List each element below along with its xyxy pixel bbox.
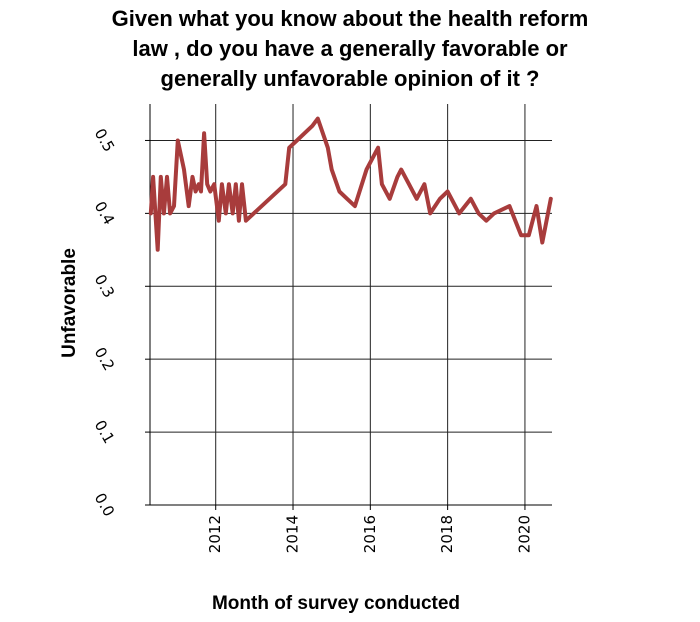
chart-title: Given what you know about the health ref… (112, 6, 589, 91)
x-tick-label: 2018 (438, 515, 456, 553)
y-tick-label: 0.1 (91, 417, 119, 447)
grid (150, 104, 552, 506)
y-tick-label: 0.5 (91, 125, 119, 155)
y-tick-label: 0.2 (91, 344, 119, 374)
y-tick-label: 0.3 (91, 271, 119, 301)
y-tick-label: 0.4 (91, 198, 119, 228)
x-tick-labels: 2012 2014 2016 2018 2020 (206, 515, 533, 553)
y-tick-label: 0.0 (91, 490, 119, 520)
series-group (148, 116, 553, 252)
x-tick-label: 2014 (284, 515, 302, 553)
series-line (148, 116, 553, 252)
y-tick-labels: 0.0 0.1 0.2 0.3 0.4 0.5 (91, 125, 119, 519)
y-axis-label: Unfavorable (59, 248, 80, 358)
chart-title-line-3: generally unfavorable opinion of it ? (161, 66, 540, 91)
chart-title-line-1: Given what you know about the health ref… (112, 6, 589, 31)
x-tick-label: 2012 (206, 515, 224, 553)
x-axis-label: Month of survey conducted (212, 593, 460, 614)
x-tick-label: 2020 (515, 515, 533, 553)
axes (145, 104, 552, 510)
chart-title-line-2: law , do you have a generally favorable … (132, 36, 568, 61)
x-tick-label: 2016 (361, 515, 379, 553)
